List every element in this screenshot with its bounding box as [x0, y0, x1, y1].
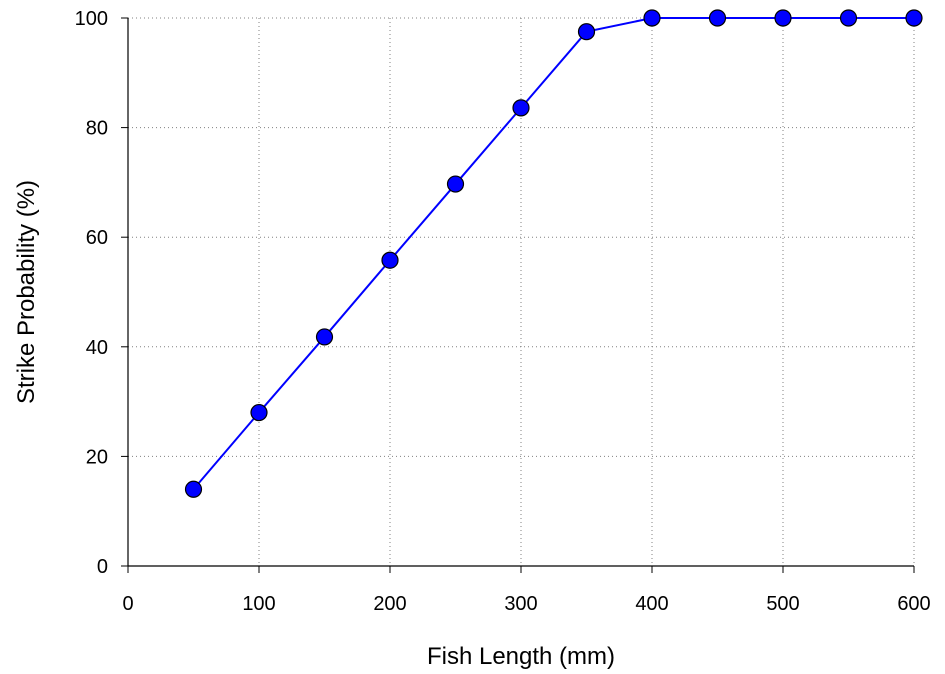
x-tick-label: 200 — [373, 593, 406, 615]
y-tick-label: 100 — [75, 8, 108, 30]
x-tick-label: 500 — [766, 593, 799, 615]
series-line — [192, 17, 914, 490]
data-point — [184, 480, 203, 498]
x-tick-label: 600 — [897, 593, 930, 615]
y-axis-title: Strike Probability (%) — [13, 180, 40, 404]
data-point — [577, 23, 596, 41]
data-point — [446, 175, 465, 193]
y-tick-label: 20 — [86, 446, 108, 468]
data-point — [643, 9, 661, 27]
data-point — [774, 9, 792, 27]
x-tick-label: 300 — [504, 593, 537, 615]
x-axis-title: Fish Length (mm) — [427, 643, 615, 670]
gridlines — [128, 17, 915, 566]
x-tick-label: 400 — [635, 593, 668, 615]
data-point — [315, 328, 334, 346]
y-tick-label: 40 — [86, 337, 108, 359]
data-point — [905, 9, 923, 27]
x-tick-label: 100 — [242, 593, 275, 615]
y-tick-label: 60 — [86, 227, 108, 249]
data-point — [512, 99, 530, 117]
data-point — [381, 251, 399, 269]
x-tick-label: 0 — [122, 593, 133, 615]
data-point — [708, 9, 727, 27]
data-point — [839, 9, 858, 27]
data-point — [250, 403, 268, 422]
x-axis-ticks: 0 100 200 300 400 500 600 — [122, 566, 931, 615]
y-tick-label: 0 — [97, 556, 108, 578]
series-group — [184, 9, 923, 498]
y-tick-label: 80 — [86, 118, 108, 140]
y-axis-ticks: 0 20 40 60 80 100 — [75, 8, 128, 578]
